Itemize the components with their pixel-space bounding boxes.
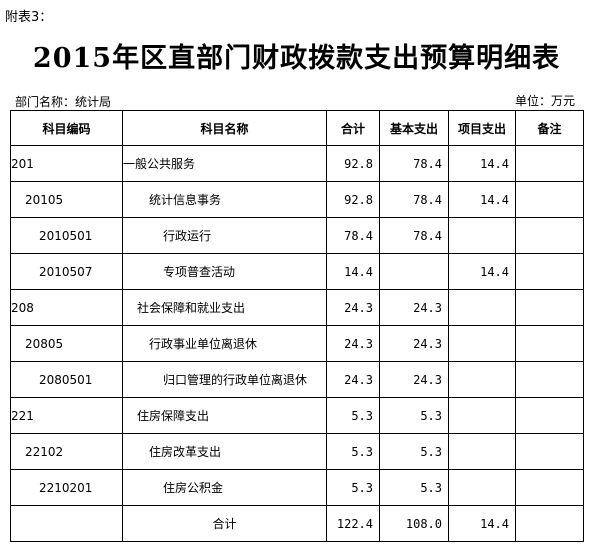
table-row: 2080501 归口管理的行政单位离退休 24.3 24.3 [10, 361, 584, 398]
table-row: 2210201 住房公积金 5.3 5.3 [10, 469, 584, 506]
name-cell: 住房改革支出 [122, 433, 327, 470]
column-header-project: 项目支出 [448, 110, 516, 146]
name-cell: 行政运行 [122, 217, 327, 254]
column-header-note: 备注 [515, 110, 584, 146]
code-cell: 22102 [10, 433, 123, 470]
table-header-row: 科目编码 科目名称 合计 基本支出 项目支出 备注 [10, 110, 584, 146]
total-cell: 5.3 [326, 397, 380, 434]
budget-table: 科目编码 科目名称 合计 基本支出 项目支出 备注 201 一般公共服务 92.… [10, 110, 584, 542]
total-cell: 5.3 [326, 469, 380, 506]
total-cell: 14.4 [326, 253, 380, 290]
code-cell: 2010507 [10, 253, 123, 290]
project-cell [448, 325, 516, 362]
note-cell [515, 217, 584, 254]
project-cell [448, 289, 516, 326]
note-cell [515, 325, 584, 362]
code-cell: 2080501 [10, 361, 123, 398]
total-cell: 24.3 [326, 361, 380, 398]
basic-cell: 5.3 [379, 433, 449, 470]
department-name: 部门名称：统计局 [15, 95, 112, 109]
code-cell: 221 [10, 397, 123, 434]
basic-cell: 78.4 [379, 181, 449, 218]
table-row: 208 社会保障和就业支出 24.3 24.3 [10, 289, 584, 326]
name-cell: 专项普查活动 [122, 253, 327, 290]
total-cell: 24.3 [326, 325, 380, 362]
code-cell: 20805 [10, 325, 123, 362]
project-cell [448, 361, 516, 398]
column-header-code: 科目编码 [10, 110, 123, 146]
table-row: 2010501 行政运行 78.4 78.4 [10, 217, 584, 254]
project-cell [448, 217, 516, 254]
name-cell: 归口管理的行政单位离退休 [122, 361, 327, 398]
note-cell [515, 505, 584, 542]
project-cell [448, 433, 516, 470]
table-row: 2010507 专项普查活动 14.4 14.4 [10, 253, 584, 290]
total-cell: 24.3 [326, 289, 380, 326]
table-body: 201 一般公共服务 92.8 78.4 14.4 20105 统计信息事务 9… [10, 145, 584, 542]
column-header-name: 科目名称 [122, 110, 327, 146]
project-cell: 14.4 [448, 505, 516, 542]
note-cell [515, 433, 584, 470]
project-cell [448, 469, 516, 506]
total-cell: 5.3 [326, 433, 380, 470]
project-cell: 14.4 [448, 145, 516, 182]
note-cell [515, 181, 584, 218]
name-cell: 住房保障支出 [122, 397, 327, 434]
code-cell: 208 [10, 289, 123, 326]
table-row: 20105 统计信息事务 92.8 78.4 14.4 [10, 181, 584, 218]
attachment-label: 附表3： [5, 10, 53, 25]
column-header-total: 合计 [326, 110, 380, 146]
project-cell [448, 397, 516, 434]
project-cell: 14.4 [448, 181, 516, 218]
total-label: 合计 [122, 505, 327, 542]
total-cell: 78.4 [326, 217, 380, 254]
column-header-basic: 基本支出 [379, 110, 449, 146]
total-cell: 122.4 [326, 505, 380, 542]
note-cell [515, 397, 584, 434]
note-cell [515, 361, 584, 398]
table-row: 22102 住房改革支出 5.3 5.3 [10, 433, 584, 470]
code-cell: 2010501 [10, 217, 123, 254]
table-row: 221 住房保障支出 5.3 5.3 [10, 397, 584, 434]
project-cell: 14.4 [448, 253, 516, 290]
basic-cell [379, 253, 449, 290]
total-cell: 92.8 [326, 181, 380, 218]
note-cell [515, 469, 584, 506]
code-cell: 20105 [10, 181, 123, 218]
code-cell [10, 505, 123, 542]
basic-cell: 24.3 [379, 289, 449, 326]
basic-cell: 24.3 [379, 361, 449, 398]
code-cell: 201 [10, 145, 123, 182]
basic-cell: 5.3 [379, 397, 449, 434]
basic-cell: 78.4 [379, 145, 449, 182]
name-cell: 社会保障和就业支出 [122, 289, 327, 326]
unit-label: 单位：万元 [514, 94, 575, 108]
table-row: 20805 行政事业单位离退休 24.3 24.3 [10, 325, 584, 362]
basic-cell: 108.0 [379, 505, 449, 542]
total-cell: 92.8 [326, 145, 380, 182]
name-cell: 统计信息事务 [122, 181, 327, 218]
name-cell: 住房公积金 [122, 469, 327, 506]
name-cell: 行政事业单位离退休 [122, 325, 327, 362]
page-title: 2015年区直部门财政拨款支出预算明细表 [32, 43, 561, 74]
note-cell [515, 253, 584, 290]
basic-cell: 78.4 [379, 217, 449, 254]
note-cell [515, 289, 584, 326]
table-row: 201 一般公共服务 92.8 78.4 14.4 [10, 145, 584, 182]
name-cell: 一般公共服务 [122, 145, 327, 182]
note-cell [515, 145, 584, 182]
total-row: 合计 122.4 108.0 14.4 [10, 505, 584, 542]
basic-cell: 5.3 [379, 469, 449, 506]
code-cell: 2210201 [10, 469, 123, 506]
basic-cell: 24.3 [379, 325, 449, 362]
